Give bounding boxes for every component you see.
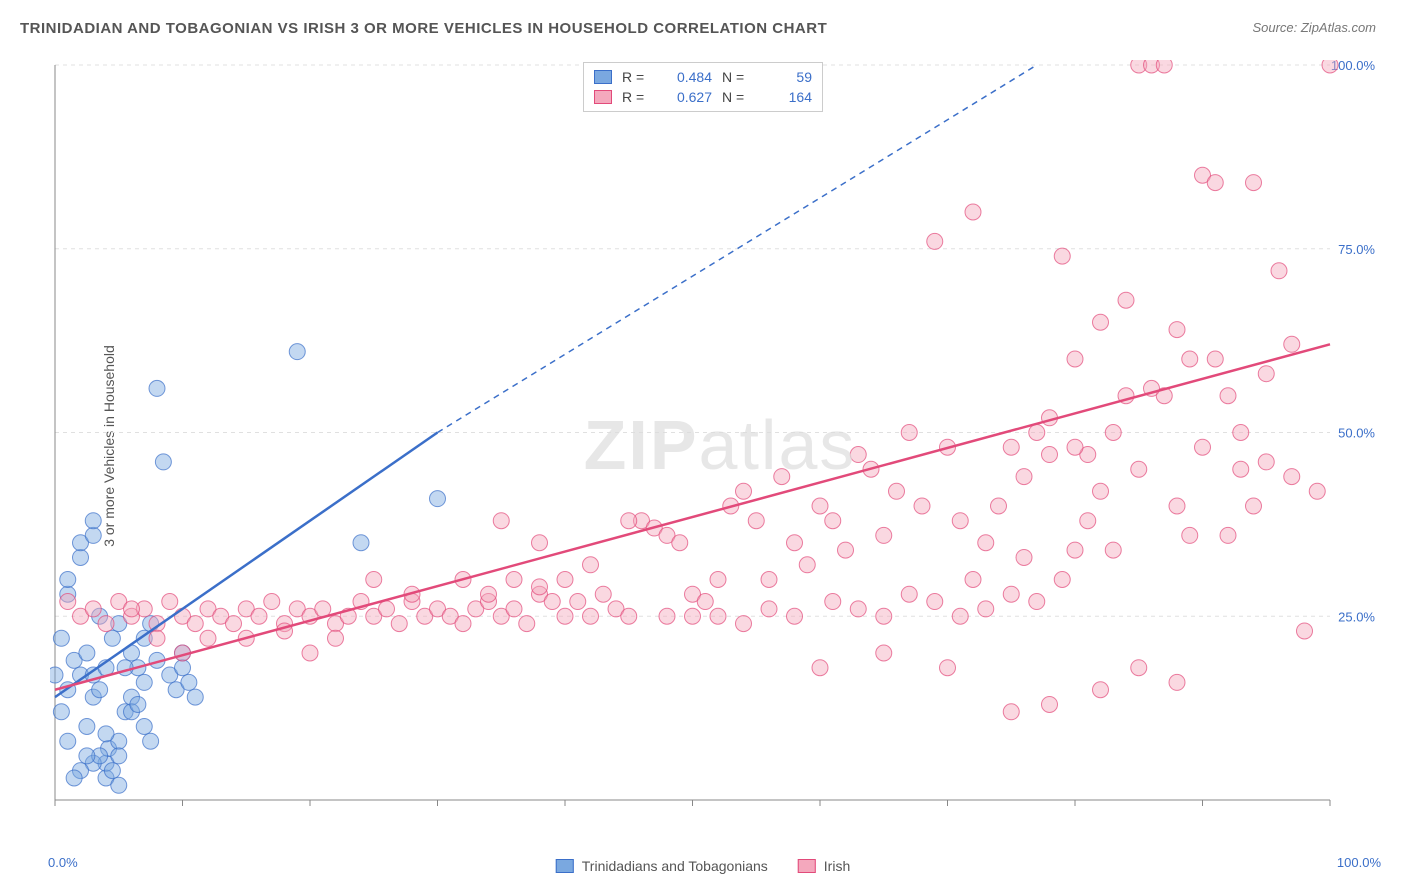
x-axis-tick-100: 100.0% — [1337, 855, 1381, 870]
legend-swatch-bottom-1 — [556, 859, 574, 873]
series-legend: Trinidadians and Tobagonians Irish — [556, 858, 850, 874]
x-axis-tick-0: 0.0% — [48, 855, 78, 870]
legend-swatch-bottom-2 — [798, 859, 816, 873]
svg-text:75.0%: 75.0% — [1338, 242, 1375, 257]
r-label: R = — [622, 69, 652, 85]
chart-title: TRINIDADIAN AND TOBAGONIAN VS IRISH 3 OR… — [20, 20, 827, 37]
n-value-1: 59 — [762, 69, 812, 85]
r-label: R = — [622, 89, 652, 105]
n-label: N = — [722, 89, 752, 105]
legend-item-2: Irish — [798, 858, 850, 874]
legend-swatch-1 — [594, 70, 612, 84]
source-attribution: Source: ZipAtlas.com — [1252, 20, 1376, 35]
legend-label-2: Irish — [824, 858, 850, 874]
n-value-2: 164 — [762, 89, 812, 105]
legend-label-1: Trinidadians and Tobagonians — [582, 858, 768, 874]
r-value-1: 0.484 — [662, 69, 712, 85]
legend-swatch-2 — [594, 90, 612, 104]
svg-text:25.0%: 25.0% — [1338, 609, 1375, 624]
scatter-chart: 25.0%50.0%75.0%100.0% — [50, 60, 1390, 830]
legend-row-series1: R = 0.484 N = 59 — [594, 67, 812, 87]
legend-row-series2: R = 0.627 N = 164 — [594, 87, 812, 107]
r-value-2: 0.627 — [662, 89, 712, 105]
svg-text:50.0%: 50.0% — [1338, 426, 1375, 441]
correlation-legend: R = 0.484 N = 59 R = 0.627 N = 164 — [583, 62, 823, 112]
chart-area: 25.0%50.0%75.0%100.0% ZIPatlas — [50, 60, 1390, 830]
legend-item-1: Trinidadians and Tobagonians — [556, 858, 768, 874]
n-label: N = — [722, 69, 752, 85]
